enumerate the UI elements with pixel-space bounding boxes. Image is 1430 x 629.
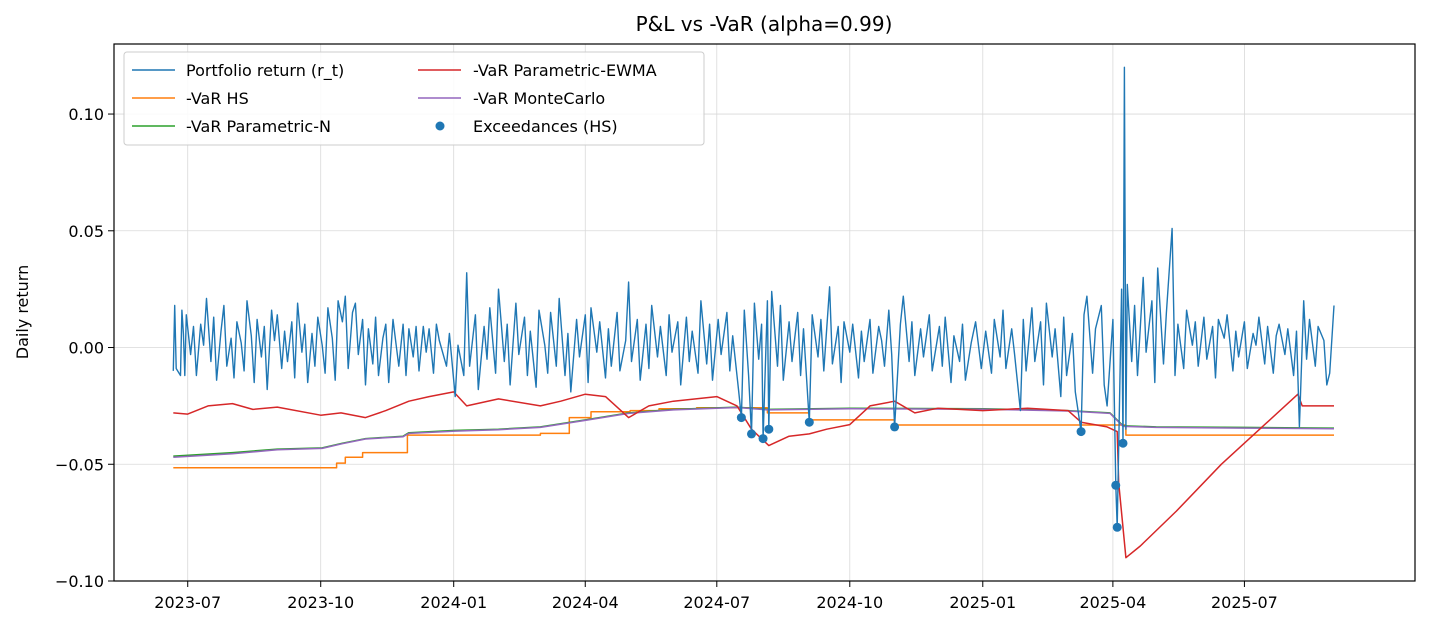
exceedance-point (1111, 480, 1121, 490)
exceedance-point (1076, 427, 1086, 437)
y-tick-label: 0.10 (68, 105, 104, 124)
legend-label: -VaR HS (186, 89, 249, 108)
legend-label: -VaR MonteCarlo (473, 89, 605, 108)
y-tick-label: 0.05 (68, 222, 104, 241)
legend-box (123, 51, 705, 146)
exceedance-point (1112, 522, 1122, 532)
x-tick-label: 2024-01 (420, 593, 487, 612)
legend-item-var-parametric-n: -VaR Parametric-N (132, 117, 331, 136)
plot-area (172, 66, 1335, 559)
x-tick-label: 2025-07 (1211, 593, 1278, 612)
y-tick-label: −0.05 (55, 455, 104, 474)
x-tick-label: 2023-10 (287, 593, 354, 612)
exceedance-point (736, 413, 746, 423)
legend-label: Portfolio return (r_t) (186, 61, 344, 81)
legend-item-portfolio-return-r-t: Portfolio return (r_t) (132, 61, 344, 81)
exceedance-point (890, 422, 900, 432)
x-axis-ticks: 2023-07 2023-10 2024-01 2024-04 2024-07 2024-… (154, 581, 1278, 612)
legend-label: -VaR Parametric-N (186, 117, 331, 136)
series-portfolio-return-r-t-line (172, 66, 1335, 528)
series-var-montecarlo-line (173, 406, 1335, 459)
axes-frame (113, 43, 1416, 582)
y-axis-label: Daily return (13, 265, 32, 360)
chart-title: P&L vs -VaR (alpha=0.99) (636, 12, 893, 36)
x-tick-label: 2025-01 (949, 593, 1016, 612)
legend-marker (435, 121, 445, 131)
legend-item-var-parametric-ewma: -VaR Parametric-EWMA (418, 61, 657, 80)
legend: Portfolio return (r_t) -VaR HS -VaR Parame… (123, 51, 705, 146)
legend-item-exceedances-hs: Exceedances (HS) (435, 117, 618, 136)
y-tick-label: 0.00 (68, 339, 104, 358)
exceedance-point (804, 417, 814, 427)
x-tick-label: 2025-04 (1079, 593, 1146, 612)
x-tick-label: 2024-04 (552, 593, 619, 612)
legend-item-var-montecarlo: -VaR MonteCarlo (418, 89, 605, 108)
legend-item-var-hs: -VaR HS (132, 89, 249, 108)
legend-label: -VaR Parametric-EWMA (473, 61, 657, 80)
x-tick-label: 2023-07 (154, 593, 221, 612)
exceedance-point (764, 424, 774, 434)
y-axis-ticks: −0.10 −0.05 0.00 0.05 0.10 (55, 105, 114, 591)
x-tick-label: 2024-07 (683, 593, 750, 612)
series-var-hs-line (173, 407, 1334, 469)
legend-label: Exceedances (HS) (473, 117, 618, 136)
exceedance-point (746, 429, 756, 439)
x-tick-label: 2024-10 (816, 593, 883, 612)
y-tick-label: −0.10 (55, 572, 104, 591)
series-exceedances-hs (736, 413, 1128, 532)
exceedance-point (1118, 438, 1128, 448)
exceedance-point (758, 434, 768, 444)
